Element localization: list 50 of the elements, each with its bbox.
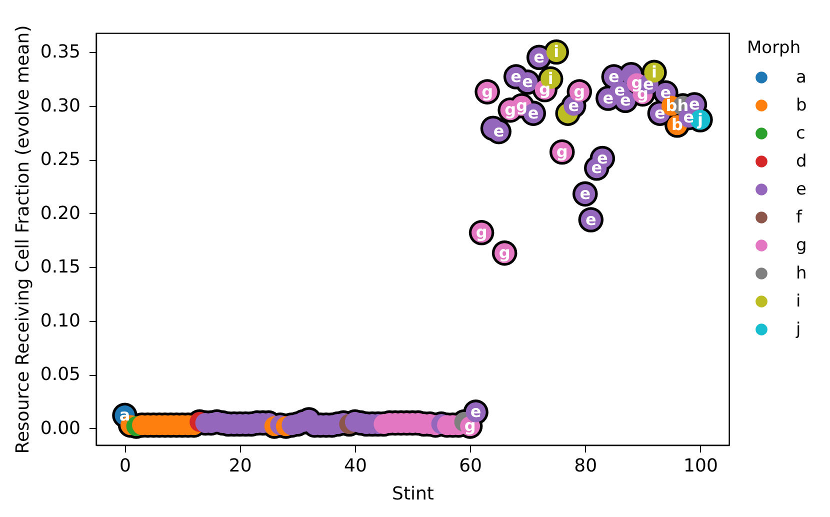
text: e xyxy=(689,94,700,114)
x-tick-label: 80 xyxy=(574,456,598,476)
y-tick-label: 0.15 xyxy=(40,256,80,278)
x-tick-label: 20 xyxy=(228,456,252,476)
text: e xyxy=(580,184,591,203)
text: g xyxy=(556,142,568,162)
y-tick-label: 0.10 xyxy=(40,310,80,332)
text: g xyxy=(498,243,510,262)
y-tick-label: 0.30 xyxy=(40,95,80,116)
legend-title: Morph xyxy=(747,38,801,58)
text: g xyxy=(516,96,528,115)
legend-label: j xyxy=(795,320,801,340)
text: e xyxy=(602,88,614,108)
text: e xyxy=(654,103,666,122)
legend-label: i xyxy=(796,292,801,312)
text: h xyxy=(677,96,689,115)
x-tick-label: 0 xyxy=(120,456,131,476)
text: i xyxy=(554,42,560,62)
text: e xyxy=(510,66,522,86)
text: b xyxy=(671,115,683,134)
text: e xyxy=(534,47,545,66)
text: e xyxy=(522,72,534,92)
x-tick-label: 60 xyxy=(459,456,482,476)
text: i xyxy=(651,62,657,82)
text: j xyxy=(697,110,703,129)
y-tick-label: 0.00 xyxy=(40,418,80,439)
legend-label: c xyxy=(796,124,806,144)
text: e xyxy=(493,122,504,141)
text: e xyxy=(528,103,539,122)
x-axis-title: Stint xyxy=(392,484,434,504)
text: e xyxy=(585,210,596,229)
legend-label: d xyxy=(796,152,807,172)
legend-label: b xyxy=(796,96,807,116)
legend-label: g xyxy=(796,236,807,256)
legend-label: a xyxy=(796,68,806,88)
x-tick-label: 40 xyxy=(344,456,367,476)
y-axis-title: Resource Receiving Cell Fraction (evolve mean) xyxy=(12,25,34,454)
text: g xyxy=(504,100,516,120)
text: g xyxy=(482,82,494,101)
y-tick-label: 0.25 xyxy=(40,149,80,170)
y-tick-label: 0.20 xyxy=(40,202,80,224)
y-tick-label: 0.05 xyxy=(40,364,80,386)
text: g xyxy=(476,222,488,242)
legend-label: h xyxy=(796,264,807,284)
text: e xyxy=(608,66,620,86)
text: g xyxy=(574,82,586,101)
legend-label: e xyxy=(796,180,806,200)
x-tick-label: 100 xyxy=(684,456,718,476)
y-tick-label: 0.35 xyxy=(40,42,80,63)
legend-label: f xyxy=(796,208,803,228)
